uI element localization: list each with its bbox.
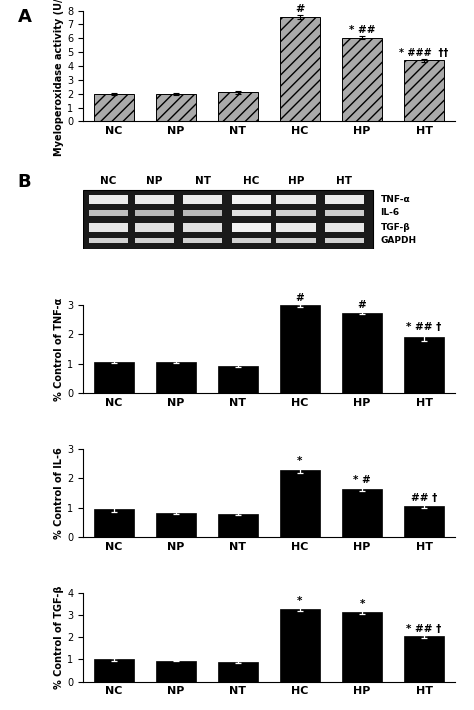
Bar [156,660,196,682]
Text: * ## †: * ## † [406,624,442,634]
Bar [232,209,271,217]
Bar [342,612,382,682]
Bar [218,514,258,537]
Bar [135,238,174,243]
Text: TNF-α: TNF-α [381,195,410,204]
Bar [280,17,320,121]
Bar [232,195,271,204]
Bar [183,195,222,204]
Bar [342,312,382,393]
Bar [183,223,222,232]
Bar [404,636,444,682]
Bar [135,223,174,232]
Bar [156,94,196,121]
Bar [280,609,320,682]
Bar [325,209,364,217]
Text: A: A [18,9,32,26]
Text: #: # [295,4,305,14]
Bar [89,223,128,232]
Text: ## †: ## † [411,493,437,503]
Bar [218,366,258,393]
Text: IL-6: IL-6 [381,209,400,217]
Bar [94,361,134,393]
Bar [276,195,316,204]
Bar [89,238,128,243]
Bar [183,238,222,243]
Bar [325,238,364,243]
Text: * ###  ††: * ### †† [400,48,449,58]
Text: #: # [296,293,304,303]
Bar [94,660,134,682]
Bar [94,509,134,537]
Text: TGF-β: TGF-β [381,223,410,232]
Bar [325,223,364,232]
Y-axis label: % Control of TGF-β: % Control of TGF-β [54,586,64,689]
Bar [276,238,316,243]
Bar [183,209,222,217]
Bar [276,209,316,217]
Bar [276,223,316,232]
Text: #: # [358,300,366,310]
Bar [156,513,196,537]
Bar [404,506,444,537]
Text: *: * [297,456,303,466]
Bar [232,238,271,243]
Bar [89,209,128,217]
Text: NT: NT [195,176,211,186]
Text: HT: HT [337,176,352,186]
Text: * ##: * ## [349,26,375,36]
Bar [280,470,320,537]
Bar [342,38,382,121]
Y-axis label: % Control of TNF-α: % Control of TNF-α [54,297,64,400]
Bar [232,223,271,232]
Bar [135,195,174,204]
Bar [218,92,258,121]
Bar [325,195,364,204]
Bar [342,488,382,537]
Bar [404,60,444,121]
Text: HC: HC [243,176,259,186]
Bar [280,305,320,393]
Text: GAPDH: GAPDH [381,236,417,245]
Text: HP: HP [288,176,304,186]
Bar [218,662,258,682]
Text: * #: * # [353,476,371,486]
Text: B: B [18,173,31,192]
Text: NP: NP [146,176,163,186]
Bar [156,362,196,393]
Bar [89,195,128,204]
Bar [94,94,134,121]
Text: * ## †: * ## † [406,322,442,332]
Text: NC: NC [100,176,116,186]
Y-axis label: % Control of IL-6: % Control of IL-6 [54,447,64,539]
Bar [404,337,444,393]
Bar [83,190,373,249]
Bar [135,209,174,217]
Text: *: * [359,599,365,609]
Y-axis label: Myeloperoxidase activity (U/mg): Myeloperoxidase activity (U/mg) [54,0,64,155]
Text: *: * [297,596,303,606]
